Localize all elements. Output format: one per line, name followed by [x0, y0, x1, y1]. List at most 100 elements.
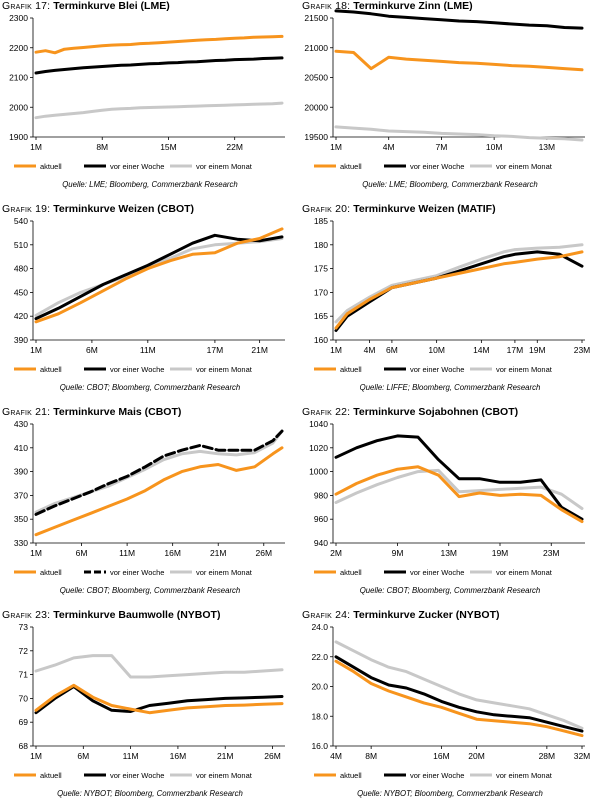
chart-title: Grafik 24: Terminkurve Zucker (NYBOT): [302, 609, 499, 621]
y-tick-label: 24.0: [311, 622, 328, 632]
x-tick-label: 23M: [543, 548, 560, 558]
y-tick-label: 165: [314, 311, 328, 321]
series-line-monat: [34, 237, 284, 317]
legend-label: aktuell: [340, 568, 362, 577]
y-tick-label: 73: [19, 622, 29, 632]
y-tick-label: 390: [14, 335, 28, 345]
chart-panel-zucker: Grafik 24: Terminkurve Zucker (NYBOT) 16…: [300, 609, 599, 809]
chart-panel-mais: Grafik 21: Terminkurve Mais (CBOT) 330 35…: [0, 406, 300, 606]
x-tick-label: 21M: [251, 345, 268, 355]
series-line-aktuell: [34, 227, 284, 324]
chart-title: Grafik 19: Terminkurve Weizen (CBOT): [2, 203, 194, 215]
legend-label: aktuell: [40, 365, 62, 374]
x-tick-label: 28M: [539, 751, 556, 761]
chart-title: Grafik 20: Terminkurve Weizen (MATIF): [302, 203, 496, 215]
series-line-woche: [34, 233, 284, 321]
chart-title-text: Terminkurve Zucker (NYBOT): [353, 609, 500, 621]
x-tick-label: 13M: [440, 548, 457, 558]
y-tick-label: 71: [19, 670, 29, 680]
y-tick-label: 960: [314, 514, 328, 524]
x-tick-label: 32M: [574, 751, 591, 761]
chart-title-text: Terminkurve Weizen (CBOT): [53, 203, 195, 215]
series-line-aktuell: [34, 683, 284, 715]
x-tick-label: 1M: [30, 548, 42, 558]
legend-label: vor einem Monat: [496, 365, 553, 374]
y-tick-label: 410: [14, 443, 28, 453]
series-line-woche: [334, 250, 584, 332]
x-tick-label: 4M: [383, 142, 395, 152]
legend-label: vor einer Woche: [410, 162, 464, 171]
chart-title: Grafik 23: Terminkurve Baumwolle (NYBOT): [2, 609, 220, 621]
y-tick-label: 16.0: [311, 741, 328, 751]
x-tick-label: 21M: [210, 548, 227, 558]
x-tick-label: 26M: [256, 548, 273, 558]
x-tick-label: 6M: [86, 345, 98, 355]
y-tick-label: 330: [14, 538, 28, 548]
chart-title: Grafik 22: Terminkurve Sojabohnen (CBOT): [302, 406, 518, 418]
legend-label: vor einem Monat: [496, 162, 553, 171]
y-tick-label: 1020: [309, 443, 328, 453]
x-tick-label: 6M: [77, 751, 89, 761]
y-tick-label: 2100: [9, 73, 28, 83]
x-tick-label: 19M: [529, 345, 546, 355]
y-tick-label: 68: [19, 741, 29, 751]
chart-grafik-label: Grafik 19:: [2, 203, 51, 215]
x-tick-label: 1M: [30, 751, 42, 761]
x-tick-label: 10M: [428, 345, 445, 355]
x-tick-label: 6M: [386, 345, 398, 355]
x-tick-label: 8M: [96, 142, 108, 152]
chart-title: Grafik 21: Terminkurve Mais (CBOT): [2, 406, 181, 418]
chart-grafik-label: Grafik 23:: [2, 609, 51, 621]
y-tick-label: 70: [19, 693, 29, 703]
legend-label: vor einer Woche: [410, 568, 464, 577]
x-tick-label: 1M: [30, 345, 42, 355]
y-tick-label: 170: [314, 287, 328, 297]
chart-source: Quelle: CBOT; Bloomberg, Commerzbank Res…: [359, 586, 541, 595]
chart-grafik-label: Grafik 22:: [302, 406, 351, 418]
chart-title-text: Terminkurve Baumwolle (NYBOT): [53, 609, 221, 621]
chart-source: Quelle: LME; Bloomberg, Commerzbank Rese…: [362, 180, 538, 189]
chart-source: Quelle: LIFFE; Bloomberg, Commerzbank Re…: [359, 383, 541, 392]
series-line-woche: [34, 429, 284, 516]
line-chart-baumwolle: 68 69 70 71 72 73 1M 6M 11M 16M 21M 26M aktuell vor e…: [14, 622, 285, 780]
legend-label: vor einem Monat: [496, 771, 553, 780]
chart-panel-weizen-matif: Grafik 20: Terminkurve Weizen (MATIF) 16…: [300, 203, 599, 403]
x-tick-label: 11M: [140, 345, 156, 355]
x-tick-label: 8M: [365, 751, 377, 761]
x-tick-label: 4M: [364, 345, 376, 355]
chart-title: Grafik 17: Terminkurve Blei (LME): [2, 0, 170, 12]
legend-label: vor einer Woche: [110, 771, 164, 780]
legend-label: aktuell: [40, 568, 62, 577]
x-tick-label: 22M: [226, 142, 243, 152]
x-tick-label: 1M: [30, 142, 42, 152]
chart-grafik-label: Grafik 21:: [2, 406, 51, 418]
x-tick-label: 1M: [330, 142, 342, 152]
y-tick-label: 175: [314, 264, 328, 274]
x-tick-label: 23M: [574, 345, 591, 355]
y-tick-label: 20000: [304, 102, 328, 112]
line-chart-weizen-cbot: 390 420 450 480 510 540 1M 6M 11M 17M 21M aktuell vo…: [14, 216, 285, 374]
x-tick-label: 4M: [330, 751, 342, 761]
y-tick-label: 2200: [9, 43, 28, 53]
chart-panel-zinn: Grafik 18: Terminkurve Zinn (LME) 19500 2…: [300, 0, 599, 200]
legend-label: vor einem Monat: [496, 568, 553, 577]
series-line-monat: [334, 243, 584, 324]
chart-title-text: Terminkurve Blei (LME): [53, 0, 170, 12]
x-tick-label: 15M: [160, 142, 177, 152]
legend-label: aktuell: [340, 162, 362, 171]
y-tick-label: 21500: [304, 13, 328, 23]
legend-label: vor einem Monat: [196, 568, 253, 577]
series-line-aktuell: [34, 446, 284, 537]
chart-grafik-label: Grafik 18:: [302, 0, 351, 12]
series-line-aktuell: [334, 659, 584, 738]
y-tick-label: 940: [314, 538, 328, 548]
y-tick-label: 180: [314, 240, 328, 250]
y-tick-label: 450: [14, 287, 28, 297]
series-line-aktuell: [34, 34, 284, 55]
y-tick-label: 2000: [9, 102, 28, 112]
legend-label: vor einem Monat: [196, 771, 253, 780]
series-line-monat: [334, 640, 584, 730]
chart-title-text: Terminkurve Zinn (LME): [353, 0, 473, 12]
chart-title-text: Terminkurve Sojabohnen (CBOT): [353, 406, 519, 418]
x-tick-label: 16M: [164, 548, 181, 558]
